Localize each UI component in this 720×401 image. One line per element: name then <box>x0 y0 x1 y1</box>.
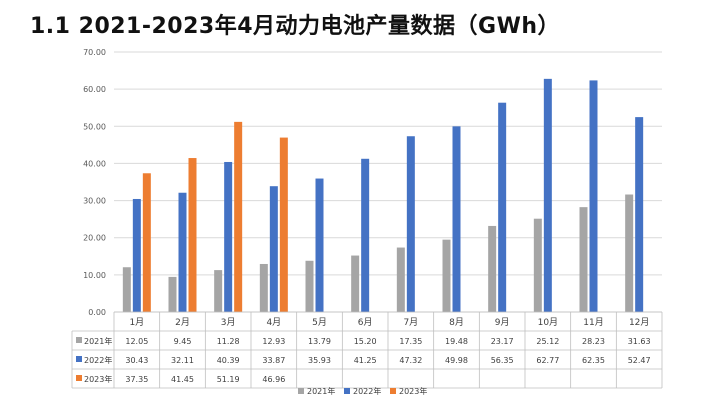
data-label: 17.35 <box>399 337 422 346</box>
bar <box>351 255 360 312</box>
bar <box>452 126 461 312</box>
bar <box>635 117 644 313</box>
bar <box>122 267 131 312</box>
data-label: 12.05 <box>125 337 148 346</box>
page-title: 1.1 2021-2023年4月动力电池产量数据（GWh） <box>30 14 561 39</box>
legend-key-marker <box>76 337 82 343</box>
data-label: 25.12 <box>536 337 559 346</box>
data-label: 15.20 <box>354 337 377 346</box>
data-label: 46.96 <box>262 375 285 384</box>
bar <box>442 239 451 312</box>
bar <box>488 225 497 312</box>
bar <box>533 218 542 312</box>
bar <box>168 276 177 312</box>
x-tick-label: 12月 <box>629 317 649 328</box>
y-tick-label: 10.00 <box>83 271 106 280</box>
data-label: 62.77 <box>536 356 559 365</box>
bar <box>279 137 288 312</box>
data-label: 33.87 <box>262 356 285 365</box>
data-label: 49.98 <box>445 356 468 365</box>
bar <box>315 178 324 312</box>
bar <box>543 78 552 313</box>
bar <box>361 158 370 312</box>
y-tick-label: 0.00 <box>88 308 106 317</box>
data-label: 28.23 <box>582 337 605 346</box>
bar <box>406 136 415 312</box>
data-label: 13.79 <box>308 337 331 346</box>
bar <box>234 121 243 312</box>
legend-marker <box>390 388 396 394</box>
x-tick-label: 4月 <box>266 317 281 328</box>
y-tick-label: 60.00 <box>83 85 106 94</box>
legend-label: 2021年 <box>307 386 335 396</box>
table-row-header: 2022年 <box>84 355 112 365</box>
data-label: 23.17 <box>491 337 514 346</box>
x-tick-label: 10月 <box>538 317 558 328</box>
data-label: 47.32 <box>399 356 422 365</box>
data-label: 12.93 <box>262 337 285 346</box>
data-label: 41.25 <box>354 356 377 365</box>
legend-label: 2022年 <box>353 386 381 396</box>
data-label: 9.45 <box>174 337 192 346</box>
data-label: 56.35 <box>491 356 514 365</box>
bar <box>579 207 588 312</box>
x-tick-label: 1月 <box>129 317 144 328</box>
data-label: 41.45 <box>171 375 194 384</box>
data-label: 51.19 <box>217 375 240 384</box>
bar <box>214 270 223 312</box>
bar <box>178 192 187 312</box>
y-tick-label: 30.00 <box>83 197 106 206</box>
bar <box>625 194 634 312</box>
x-tick-label: 6月 <box>358 317 373 328</box>
data-label: 19.48 <box>445 337 468 346</box>
data-label: 52.47 <box>628 356 651 365</box>
legend-key-marker <box>76 356 82 362</box>
bar <box>396 247 405 312</box>
bar <box>224 161 233 312</box>
legend-label: 2023年 <box>399 386 427 396</box>
data-label: 11.28 <box>217 337 240 346</box>
bar <box>269 186 278 312</box>
legend-key-marker <box>76 375 82 381</box>
x-tick-label: 2月 <box>175 317 190 328</box>
bar <box>305 260 314 312</box>
bar <box>132 198 141 312</box>
table-row-header: 2023年 <box>84 374 112 384</box>
y-tick-label: 50.00 <box>83 122 106 131</box>
legend-marker <box>298 388 304 394</box>
x-tick-label: 7月 <box>403 317 418 328</box>
bar <box>188 158 197 312</box>
table-row-header: 2021年 <box>84 336 112 346</box>
data-label: 37.35 <box>125 375 148 384</box>
y-tick-label: 20.00 <box>83 234 106 243</box>
bar <box>498 102 507 312</box>
data-label: 35.93 <box>308 356 331 365</box>
x-tick-label: 11月 <box>583 317 603 328</box>
legend-marker <box>344 388 350 394</box>
data-label: 30.43 <box>125 356 148 365</box>
data-label: 40.39 <box>217 356 240 365</box>
y-tick-label: 40.00 <box>83 159 106 168</box>
y-tick-label: 70.00 <box>83 48 106 57</box>
x-tick-label: 9月 <box>495 317 510 328</box>
data-label: 62.35 <box>582 356 605 365</box>
bar <box>589 80 598 313</box>
x-tick-label: 3月 <box>221 317 236 328</box>
data-label: 32.11 <box>171 356 194 365</box>
bar <box>142 173 151 312</box>
data-label: 31.63 <box>628 337 651 346</box>
bar <box>259 263 268 312</box>
x-tick-label: 8月 <box>449 317 464 328</box>
x-tick-label: 5月 <box>312 317 327 328</box>
